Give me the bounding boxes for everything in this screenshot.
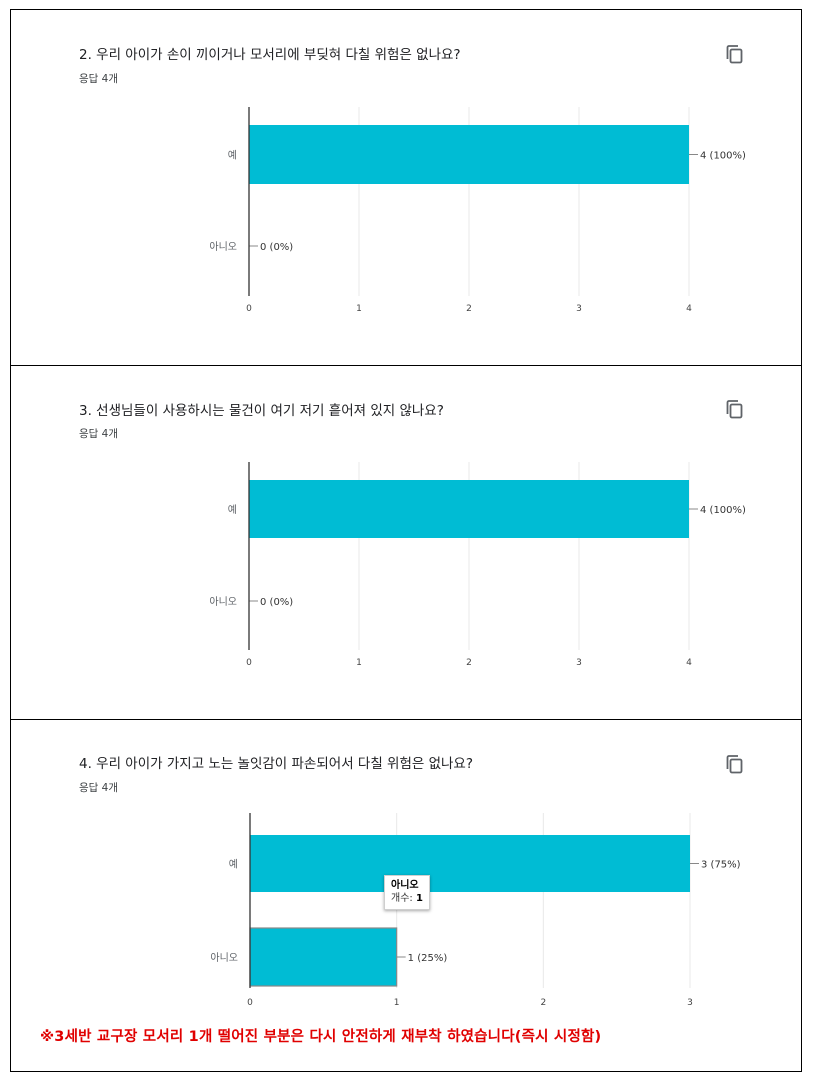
bar-chart: 0 1 2 3 예 3 (75%) 아니오 1 (25%) [210,813,741,1008]
response-count: 응답 4개 [79,428,118,440]
x-tick-label: 1 [356,304,362,314]
x-tick-label: 0 [246,304,252,314]
category-label: 아니오 [210,952,238,964]
x-tick-label: 4 [686,304,692,314]
bar-tooltip: 아니오 개수: 1 [384,875,430,910]
x-tick-label: 2 [540,998,546,1008]
tooltip-title: 아니오 [391,880,419,891]
category-label: 예 [228,504,237,516]
value-label: 0 (0%) [260,597,293,608]
question-title: 4. 우리 아이가 가지고 노는 놀잇감이 파손되어서 다칠 위험은 없나요? [79,756,474,772]
copy-icon[interactable] [724,753,746,775]
tooltip-label: 개수: [391,893,416,904]
category-label: 예 [229,859,238,871]
category-label: 예 [228,150,237,162]
x-tick-label: 4 [686,658,692,668]
question-title: 3. 선생님들이 사용하시는 물건이 여기 저기 흩어져 있지 않나요? [79,403,444,419]
response-count: 응답 4개 [79,782,118,794]
tooltip-value: 1 [415,893,423,904]
bar [249,125,689,184]
x-tick-label: 2 [466,304,472,314]
tooltip-body: 개수: 1 [391,892,423,905]
value-label: 4 (100%) [700,505,746,516]
value-label: 1 (25%) [408,953,448,964]
x-tick-label: 3 [576,658,582,668]
question-panel-2: 2. 우리 아이가 손이 끼이거나 모서리에 부딪혀 다칠 위험은 없나요? 응… [10,9,802,366]
response-count: 응답 4개 [79,73,118,85]
bar [249,927,398,987]
question-title: 2. 우리 아이가 손이 끼이거나 모서리에 부딪혀 다칠 위험은 없나요? [79,47,461,63]
question-panel-3: 3. 선생님들이 사용하시는 물건이 여기 저기 흩어져 있지 않나요? 응답 … [10,365,802,720]
x-tick-label: 0 [247,998,253,1008]
value-label: 4 (100%) [700,151,746,162]
value-label: 0 (0%) [260,242,293,253]
category-label: 아니오 [209,241,237,253]
bar-chart: 0 1 2 3 4 예 4 (100%) 아니오 0 (0%) [209,107,746,314]
correction-note: ※3세반 교구장 모서리 1개 떨어진 부분은 다시 안전하게 재부착 하였습니… [40,1029,602,1045]
x-tick-label: 0 [246,658,252,668]
copy-icon[interactable] [724,398,746,420]
x-tick-label: 2 [466,658,472,668]
bar [250,835,690,892]
x-tick-label: 3 [576,304,582,314]
x-tick-label: 1 [356,658,362,668]
x-tick-label: 1 [394,998,400,1008]
bar [249,480,689,538]
x-tick-label: 3 [687,998,693,1008]
bar-chart: 0 1 2 3 4 예 4 (100%) 아니오 0 (0%) [209,462,746,668]
value-label: 3 (75%) [701,860,741,871]
question-panel-4: 4. 우리 아이가 가지고 노는 놀잇감이 파손되어서 다칠 위험은 없나요? … [10,719,802,1072]
copy-icon[interactable] [724,43,746,65]
category-label: 아니오 [209,596,237,608]
